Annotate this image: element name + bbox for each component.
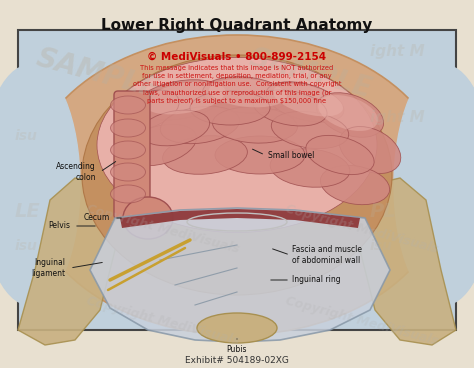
Text: Inguinal
ligament: Inguinal ligament — [31, 258, 65, 278]
Ellipse shape — [123, 197, 173, 239]
Polygon shape — [355, 178, 456, 345]
Text: isu: isu — [14, 239, 37, 253]
Text: Copyright MediVisuals: Copyright MediVisuals — [284, 294, 440, 348]
Text: Cecum: Cecum — [84, 213, 110, 223]
Polygon shape — [120, 209, 360, 228]
Ellipse shape — [273, 84, 343, 116]
Ellipse shape — [110, 141, 146, 159]
Ellipse shape — [163, 136, 247, 174]
Ellipse shape — [110, 119, 146, 137]
Text: LE: LE — [14, 202, 40, 222]
Text: Copyright MediVisuals: Copyright MediVisuals — [284, 202, 440, 256]
Ellipse shape — [253, 90, 327, 126]
Text: Fascia and muscle
of abdominal wall: Fascia and muscle of abdominal wall — [292, 245, 362, 265]
Ellipse shape — [123, 124, 197, 166]
Ellipse shape — [0, 65, 80, 305]
Text: Copyright MediVisuals: Copyright MediVisuals — [85, 202, 241, 256]
Ellipse shape — [110, 96, 146, 114]
FancyBboxPatch shape — [18, 30, 456, 330]
FancyBboxPatch shape — [114, 91, 150, 219]
Text: This message indicates that this image is NOT authorized
for use in settlement, : This message indicates that this image i… — [133, 65, 341, 104]
Ellipse shape — [27, 35, 447, 335]
Ellipse shape — [97, 57, 377, 233]
Ellipse shape — [271, 112, 349, 149]
Ellipse shape — [320, 165, 390, 205]
Ellipse shape — [306, 135, 374, 174]
Ellipse shape — [110, 185, 146, 203]
Text: Pelvis: Pelvis — [48, 222, 70, 230]
Ellipse shape — [339, 127, 401, 173]
Ellipse shape — [215, 136, 305, 174]
Text: SAMPLE: SAMPLE — [33, 44, 162, 104]
Text: Copyright MediVisuals: Copyright MediVisuals — [85, 294, 241, 348]
Text: isu: isu — [370, 239, 392, 253]
Text: Small bowel: Small bowel — [268, 151, 314, 159]
Ellipse shape — [212, 107, 298, 143]
Text: Ascending
colon: Ascending colon — [56, 162, 96, 182]
Ellipse shape — [318, 95, 378, 131]
Ellipse shape — [317, 93, 383, 137]
Text: PL: PL — [370, 202, 396, 222]
Text: SAMPLE: SAMPLE — [246, 44, 375, 104]
Ellipse shape — [197, 313, 277, 343]
Ellipse shape — [190, 91, 270, 125]
Polygon shape — [18, 178, 120, 345]
Ellipse shape — [110, 163, 146, 181]
Text: isu: isu — [14, 129, 37, 143]
Text: Exhibit# 504189-02XG: Exhibit# 504189-02XG — [185, 356, 289, 365]
Text: Inguinal ring: Inguinal ring — [292, 276, 341, 284]
Ellipse shape — [117, 90, 179, 130]
Ellipse shape — [270, 149, 350, 187]
Text: Pubis: Pubis — [227, 345, 247, 354]
Text: © MediVisuals • 800-899-2154: © MediVisuals • 800-899-2154 — [147, 52, 327, 62]
Ellipse shape — [82, 55, 392, 295]
Polygon shape — [90, 208, 390, 342]
Text: Lower Right Quadrant Anatomy: Lower Right Quadrant Anatomy — [101, 18, 373, 33]
Ellipse shape — [145, 82, 226, 114]
Ellipse shape — [136, 80, 225, 120]
Ellipse shape — [202, 77, 287, 113]
Ellipse shape — [140, 110, 210, 146]
Ellipse shape — [266, 82, 344, 122]
Text: ight M: ight M — [370, 110, 424, 125]
Text: ight M: ight M — [370, 44, 424, 59]
Ellipse shape — [394, 65, 474, 305]
Ellipse shape — [160, 106, 240, 144]
Ellipse shape — [209, 79, 287, 107]
